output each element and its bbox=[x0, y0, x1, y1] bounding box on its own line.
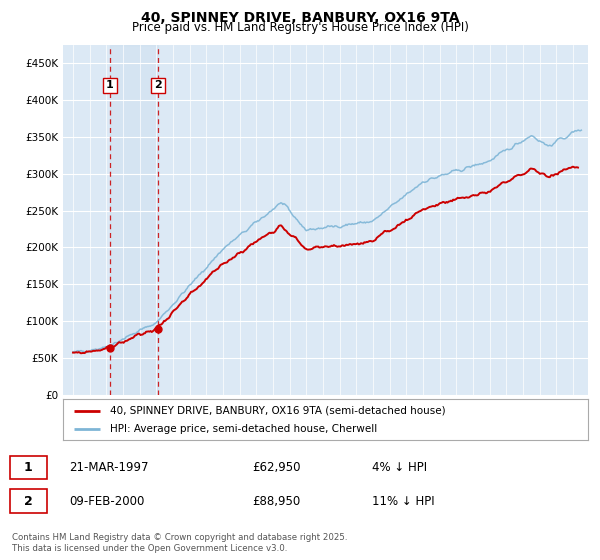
Text: 09-FEB-2000: 09-FEB-2000 bbox=[69, 494, 145, 508]
Text: Contains HM Land Registry data © Crown copyright and database right 2025.
This d: Contains HM Land Registry data © Crown c… bbox=[12, 533, 347, 553]
Text: 21-MAR-1997: 21-MAR-1997 bbox=[69, 461, 149, 474]
Text: 40, SPINNEY DRIVE, BANBURY, OX16 9TA: 40, SPINNEY DRIVE, BANBURY, OX16 9TA bbox=[141, 11, 459, 25]
Text: £62,950: £62,950 bbox=[252, 461, 301, 474]
Text: 2: 2 bbox=[154, 80, 162, 90]
Text: £88,950: £88,950 bbox=[252, 494, 300, 508]
Text: 1: 1 bbox=[106, 80, 114, 90]
Bar bbox=[110, 45, 158, 395]
Text: 40, SPINNEY DRIVE, BANBURY, OX16 9TA (semi-detached house): 40, SPINNEY DRIVE, BANBURY, OX16 9TA (se… bbox=[110, 405, 446, 416]
Text: 1: 1 bbox=[24, 461, 32, 474]
Text: 11% ↓ HPI: 11% ↓ HPI bbox=[372, 494, 434, 508]
Text: 2: 2 bbox=[24, 494, 32, 508]
Text: HPI: Average price, semi-detached house, Cherwell: HPI: Average price, semi-detached house,… bbox=[110, 424, 377, 434]
Text: 4% ↓ HPI: 4% ↓ HPI bbox=[372, 461, 427, 474]
Text: Price paid vs. HM Land Registry's House Price Index (HPI): Price paid vs. HM Land Registry's House … bbox=[131, 21, 469, 34]
